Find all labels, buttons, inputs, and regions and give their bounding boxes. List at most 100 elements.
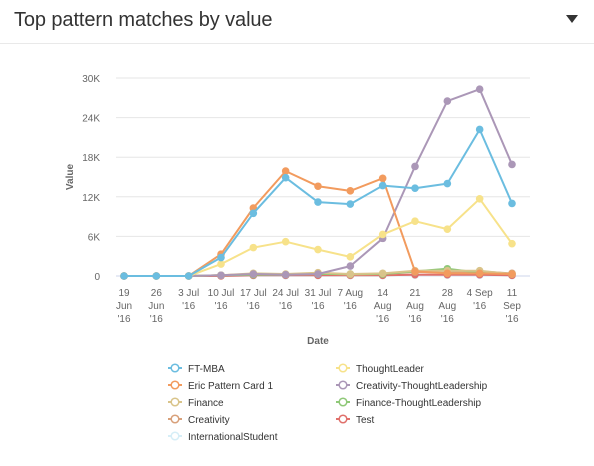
data-point[interactable] [508,239,516,248]
data-point[interactable] [314,198,322,206]
x-tick-label: 21 Aug '16 [406,288,424,325]
legend-label: Finance-ThoughtLeadership [356,398,482,409]
x-tick-label: 26 Jun '16 [148,288,164,325]
data-point[interactable] [346,253,355,261]
legend-marker [338,380,348,390]
data-point[interactable] [217,271,225,280]
legend-marker [170,363,180,373]
legend-item[interactable]: InternationalStudent [168,431,278,443]
legend-item[interactable]: FT-MBA [168,363,225,375]
data-point[interactable] [508,199,516,208]
data-point[interactable] [217,260,225,268]
series-ft-mba [120,125,516,280]
data-point[interactable] [475,194,484,203]
legend-label: Finance [188,398,224,409]
data-point[interactable] [281,173,290,182]
data-point[interactable] [120,272,128,280]
data-point[interactable] [378,269,387,278]
data-point[interactable] [475,125,484,134]
y-tick-label: 6K [88,232,101,243]
legend-label: Test [356,415,375,426]
data-point[interactable] [411,267,419,276]
data-point[interactable] [443,179,452,188]
data-point[interactable] [443,269,452,278]
data-point[interactable] [281,167,290,175]
data-point[interactable] [217,253,225,262]
widget-title: Top pattern matches by value [14,9,273,31]
x-tick-label: 17 Jul '16 [240,288,267,312]
x-tick-label: 24 Jul '16 [272,288,299,312]
legend-label: Creativity-ThoughtLeadership [356,381,488,392]
legend-item[interactable]: Creativity [168,414,230,426]
series-line [124,197,513,277]
y-axis-title: Value [65,164,76,191]
legend-marker [170,380,180,390]
data-point[interactable] [443,225,452,233]
y-tick-label: 30K [82,74,100,85]
legend-marker [170,431,180,441]
data-point[interactable] [249,209,258,218]
x-tick-label: 31 Jul '16 [305,288,332,312]
data-point[interactable] [378,174,387,183]
legend-label: Eric Pattern Card 1 [188,381,273,392]
data-point[interactable] [508,270,516,278]
legend-label: ThoughtLeader [356,364,425,375]
x-tick-label: 7 Aug '16 [338,288,364,312]
y-tick-label: 18K [82,153,100,164]
series-eric-pattern-card-1 [120,167,516,280]
legend-item[interactable]: Test [336,414,375,426]
data-point[interactable] [152,272,161,280]
legend-item[interactable]: Eric Pattern Card 1 [168,380,273,392]
data-point[interactable] [508,160,516,169]
data-point[interactable] [346,200,355,208]
data-point[interactable] [378,230,387,239]
x-tick-label: 11 Sep '16 [503,288,521,325]
data-point[interactable] [443,97,452,105]
legend-marker [338,414,348,424]
y-tick-label: 12K [82,193,100,204]
legend-marker [338,397,348,407]
legend-marker [338,363,348,373]
data-point[interactable] [346,270,355,278]
data-point[interactable] [475,85,484,94]
widget-header: Top pattern matches by value [0,0,594,44]
data-point[interactable] [281,270,290,279]
data-point[interactable] [411,217,419,226]
x-tick-label: 19 Jun '16 [116,288,132,325]
data-point[interactable] [411,162,419,171]
x-tick-label: 14 Aug '16 [374,288,392,325]
data-point[interactable] [314,182,322,191]
x-axis-title: Date [307,336,329,347]
data-point[interactable] [249,243,258,252]
series-thoughtleader [120,194,516,280]
caret-down-icon[interactable] [564,11,580,27]
x-tick-label: 4 Sep '16 [467,288,494,312]
legend-label: InternationalStudent [188,432,278,443]
data-point[interactable] [475,269,484,278]
line-chart: 0 6K 12K 18K 24K 30K Value 19 Jun '16 26 Jun '16 3 Ju… [65,74,530,443]
x-tick-label: 10 Jul '16 [208,288,235,312]
data-point[interactable] [184,272,193,280]
data-point[interactable] [314,245,322,254]
legend-item[interactable]: Creativity-ThoughtLeadership [336,380,488,392]
data-point[interactable] [346,187,355,195]
data-point[interactable] [378,181,387,190]
data-point[interactable] [281,237,290,246]
legend-label: FT-MBA [188,364,225,375]
data-point[interactable] [249,270,258,278]
y-tick-label: 24K [82,114,100,125]
x-tick-label: 3 Jul '16 [178,288,199,312]
data-point[interactable] [314,270,322,278]
data-point[interactable] [411,184,419,193]
legend-item[interactable]: ThoughtLeader [336,363,425,375]
gridlines [116,77,530,277]
legend-marker [170,414,180,424]
data-point[interactable] [346,262,355,270]
y-tick-label: 0 [94,272,100,283]
legend-marker [170,397,180,407]
legend-item[interactable]: Finance-ThoughtLeadership [336,397,482,409]
legend-label: Creativity [188,415,230,426]
legend-item[interactable]: Finance [168,397,224,409]
x-tick-label: 28 Aug '16 [438,288,456,325]
